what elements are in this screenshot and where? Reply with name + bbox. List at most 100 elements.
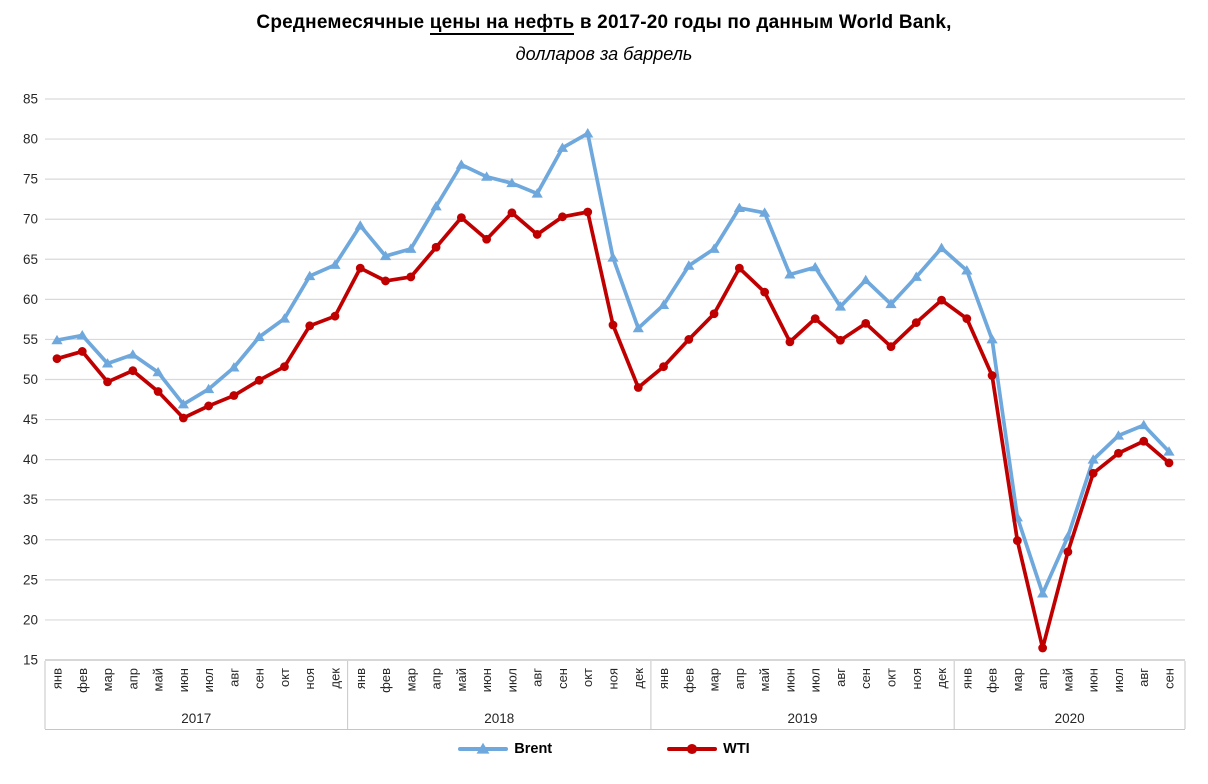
month-label: сен bbox=[555, 668, 570, 689]
brent-marker bbox=[455, 159, 467, 169]
brent-marker bbox=[228, 362, 240, 372]
y-tick-label: 20 bbox=[23, 612, 38, 627]
month-label: сен bbox=[1162, 668, 1177, 689]
wti-marker bbox=[810, 314, 820, 323]
brent-marker bbox=[354, 220, 366, 230]
wti-marker bbox=[431, 242, 441, 252]
brent-marker bbox=[809, 261, 821, 272]
month-label: май bbox=[454, 668, 469, 691]
wti-marker bbox=[128, 366, 138, 376]
month-label: апр bbox=[429, 668, 444, 690]
wti-marker bbox=[229, 391, 239, 400]
chart-subtitle: долларов за баррель bbox=[515, 44, 693, 64]
wti-marker bbox=[608, 320, 618, 330]
wti-marker bbox=[330, 311, 340, 321]
year-label: 2018 bbox=[484, 711, 514, 726]
wti-marker bbox=[254, 375, 264, 385]
month-label: авг bbox=[1136, 668, 1151, 687]
brent-marker bbox=[1037, 588, 1049, 598]
y-tick-label: 85 bbox=[23, 92, 38, 107]
brent-marker bbox=[177, 398, 189, 409]
wti-marker bbox=[1164, 458, 1174, 468]
month-label: фев bbox=[985, 668, 1000, 693]
brent-marker bbox=[152, 366, 164, 377]
wti-marker bbox=[77, 347, 87, 356]
brent-marker bbox=[101, 358, 114, 368]
brent-marker bbox=[683, 260, 695, 270]
wti-marker bbox=[633, 383, 643, 392]
wti-marker bbox=[1038, 643, 1048, 653]
month-label: май bbox=[1060, 668, 1075, 691]
month-label: июл bbox=[201, 668, 216, 692]
month-label: окт bbox=[277, 668, 292, 687]
legend-item-wti: WTI bbox=[667, 741, 750, 757]
brent-marker bbox=[834, 301, 847, 311]
brent-marker bbox=[203, 383, 215, 394]
wti-marker bbox=[558, 212, 567, 222]
wti-marker bbox=[987, 371, 997, 380]
brent-line bbox=[55, 131, 1171, 596]
month-label: ноя bbox=[302, 668, 317, 689]
brent-marker bbox=[961, 265, 973, 275]
brent-marker bbox=[1087, 454, 1099, 464]
month-label: фев bbox=[681, 668, 696, 693]
month-label: авг bbox=[833, 668, 848, 687]
month-label: июл bbox=[504, 668, 519, 692]
wti-marker bbox=[760, 287, 770, 297]
brent-marker bbox=[657, 299, 670, 309]
month-label: сен bbox=[858, 668, 873, 689]
wti-marker bbox=[1139, 436, 1149, 446]
brent-marker bbox=[935, 242, 948, 253]
brent-marker bbox=[1138, 419, 1150, 430]
wti-marker bbox=[178, 413, 188, 423]
brent-marker bbox=[379, 250, 392, 261]
y-tick-label: 65 bbox=[23, 252, 38, 267]
y-tick-label: 45 bbox=[23, 412, 38, 427]
month-label: апр bbox=[125, 668, 140, 690]
wti-marker bbox=[962, 314, 972, 323]
brent-marker bbox=[885, 298, 897, 309]
year-label: 2017 bbox=[181, 711, 211, 726]
month-label: июл bbox=[1111, 668, 1126, 692]
brent-marker bbox=[127, 349, 139, 359]
wti-marker bbox=[785, 337, 795, 347]
month-label: дек bbox=[934, 668, 949, 689]
brent-marker bbox=[329, 259, 341, 269]
chart-title: Среднемесячные цены на нефть в 2017-20 г… bbox=[0, 12, 1208, 35]
month-label: сен bbox=[252, 668, 267, 689]
brent-marker bbox=[582, 128, 594, 138]
brent-marker bbox=[481, 171, 493, 181]
month-label: мар bbox=[707, 668, 722, 691]
brent-legend-swatch bbox=[458, 742, 509, 754]
month-label: янв bbox=[656, 668, 671, 689]
y-tick-label: 70 bbox=[23, 212, 38, 227]
month-label: июн bbox=[479, 668, 494, 692]
month-label: мар bbox=[100, 668, 115, 691]
wti-marker bbox=[1012, 536, 1022, 545]
brent-marker bbox=[51, 334, 63, 345]
brent-marker bbox=[860, 274, 872, 285]
wti-marker bbox=[406, 272, 416, 282]
wti-marker bbox=[659, 362, 668, 372]
month-label: фев bbox=[75, 668, 90, 693]
wti-marker bbox=[886, 342, 896, 352]
brent-marker bbox=[986, 334, 998, 344]
year-label: 2019 bbox=[788, 711, 818, 726]
wti-marker bbox=[456, 213, 466, 223]
month-label: апр bbox=[1035, 668, 1050, 690]
brent-marker bbox=[76, 330, 88, 340]
month-label: июл bbox=[808, 668, 823, 692]
brent-marker bbox=[278, 313, 291, 323]
legend: Brent WTI bbox=[0, 741, 1208, 757]
y-tick-label: 60 bbox=[23, 292, 38, 307]
brent-marker bbox=[759, 207, 771, 217]
brent-marker bbox=[506, 177, 518, 188]
month-label: авг bbox=[530, 668, 545, 687]
wti-marker bbox=[709, 309, 719, 319]
month-label: июн bbox=[176, 668, 191, 692]
month-label: июн bbox=[782, 668, 797, 692]
wti-marker bbox=[861, 319, 871, 328]
legend-swatch-marker bbox=[476, 742, 490, 754]
wti-marker bbox=[937, 295, 946, 305]
